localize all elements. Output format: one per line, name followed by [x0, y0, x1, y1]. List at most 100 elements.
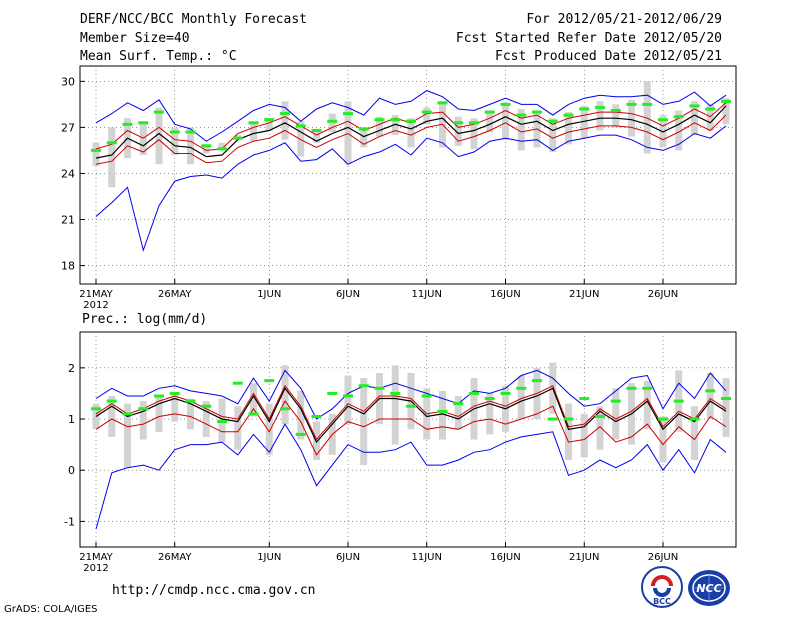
variable-label: Mean Surf. Temp.: °C	[80, 49, 237, 64]
temp-marker	[595, 105, 605, 109]
temp-marker	[91, 148, 101, 152]
forecast-period: For 2012/05/21-2012/06/29	[526, 12, 722, 27]
temp-spread-bar	[108, 127, 116, 188]
precip-spread-bar	[486, 393, 494, 435]
precip-marker	[106, 399, 117, 403]
precip-marker	[610, 399, 621, 403]
precip-xtick-label: 21MAY	[79, 552, 113, 563]
temp-marker	[248, 121, 259, 125]
chart-title: DERF/NCC/BCC Monthly Forecast	[80, 12, 307, 27]
temp-mean-line	[95, 105, 727, 159]
precip-spread-bar	[517, 375, 525, 420]
precip-spread-bar	[202, 401, 210, 437]
precip-xtick-label: 21JUN	[569, 552, 599, 563]
member-size-label: Member Size=40	[80, 31, 190, 46]
temp-plot-frame	[79, 65, 737, 285]
precip-ytick-label: 1	[68, 413, 75, 426]
temp-spread-bar	[250, 122, 257, 142]
temp-marker	[295, 124, 306, 128]
bcc-logo: BCC	[641, 566, 683, 608]
temp-marker	[563, 113, 574, 117]
bcc-logo-icon: BCC	[641, 566, 683, 608]
ncc-logo: NCC	[686, 568, 732, 608]
temp-ytick-label: 30	[61, 75, 75, 88]
precip-marker	[453, 402, 464, 406]
temp-marker	[343, 112, 353, 116]
temp-spread-bar	[502, 102, 509, 140]
precip-spread-bar	[706, 372, 714, 420]
temp-xtick-label: 26MAY	[158, 289, 192, 300]
precip-ytick-label: 0	[68, 464, 75, 477]
source-url[interactable]: http://cmdp.ncc.cma.gov.cn	[112, 583, 316, 598]
temp-marker	[610, 109, 621, 113]
temp-upper-line	[95, 102, 727, 151]
precip-year-label: 2012	[83, 563, 108, 574]
precip-min-line	[95, 423, 727, 530]
temp-marker	[232, 136, 243, 140]
temp-marker	[122, 122, 133, 126]
temp-spread-bar	[659, 115, 667, 148]
temp-spread-bar	[407, 118, 415, 148]
temp-marker	[673, 115, 684, 119]
temp-marker	[374, 118, 385, 122]
temp-spread-bar	[533, 112, 541, 148]
temp-marker	[626, 102, 637, 106]
temp-marker	[532, 110, 542, 114]
temp-spread-bar	[92, 142, 100, 166]
precip-xtick-label: 26MAY	[158, 552, 192, 563]
temp-spread-bar	[722, 98, 730, 125]
temp-spread-bar	[234, 135, 242, 139]
temp-marker	[154, 110, 164, 114]
precip-xtick-label: 26JUN	[648, 552, 678, 563]
precip-marker	[579, 397, 590, 401]
precip-lower-line	[95, 400, 727, 456]
temp-xtick-label: 21MAY	[79, 289, 113, 300]
temp-spread-bar	[155, 107, 163, 165]
precip-spread-bar	[565, 403, 572, 460]
temp-spread-bar	[344, 101, 352, 165]
precip-plot-frame	[79, 331, 737, 548]
precip-marker	[358, 384, 369, 388]
temp-marker	[201, 144, 212, 148]
temp-marker	[721, 99, 731, 103]
precip-spread-bar	[454, 395, 462, 430]
precip-marker	[469, 391, 479, 395]
precip-marker	[658, 417, 668, 421]
precip-spread-bar	[297, 390, 305, 440]
temp-xtick-label: 21JUN	[569, 289, 599, 300]
temp-spread-bar	[297, 121, 305, 157]
precip-marker	[437, 409, 448, 413]
precip-marker	[91, 407, 101, 411]
precip-spread-bar	[691, 406, 698, 460]
bcc-logo-text: BCC	[653, 597, 671, 606]
temp-marker	[437, 101, 448, 105]
temp-marker	[169, 130, 180, 134]
precip-ytick-label: 2	[68, 362, 75, 375]
temp-xtick-label: 1JUN	[257, 289, 281, 300]
temp-ytick-label: 27	[61, 121, 75, 134]
ncc-logo-text: NCC	[696, 582, 721, 595]
temp-marker	[106, 141, 117, 145]
precip-mean-line	[95, 387, 727, 444]
forecast-produced-date: Fcst Produced Date 2012/05/21	[495, 49, 722, 64]
temp-spread-bar	[580, 105, 588, 139]
temp-spread-bar	[281, 101, 289, 140]
temp-marker	[579, 107, 590, 111]
temp-spread-bar	[202, 144, 210, 154]
precip-marker	[390, 391, 401, 395]
precip-marker	[169, 391, 180, 395]
precip-marker	[484, 397, 495, 401]
precip-marker	[154, 394, 164, 398]
precip-marker	[185, 399, 196, 403]
temp-xtick-label: 6JUN	[336, 289, 360, 300]
temp-spread-bar	[454, 116, 462, 146]
precip-spread-bar	[108, 395, 116, 437]
temp-spread-bar	[691, 101, 698, 136]
temp-marker	[327, 119, 338, 123]
precip-marker	[705, 389, 716, 393]
precip-marker	[406, 404, 416, 408]
temp-spread-bar	[391, 115, 399, 136]
precip-spread-bar	[155, 395, 163, 432]
